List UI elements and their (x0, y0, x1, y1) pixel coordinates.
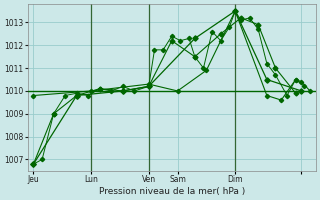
X-axis label: Pression niveau de la mer( hPa ): Pression niveau de la mer( hPa ) (99, 187, 245, 196)
